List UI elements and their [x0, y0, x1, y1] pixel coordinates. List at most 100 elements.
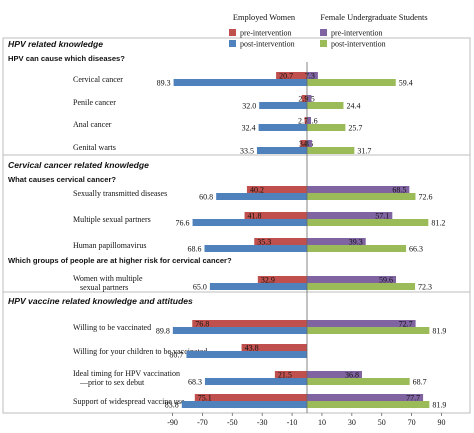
value-label-emp-post: 83.8	[165, 401, 179, 410]
item-label: Support of widespread vaccine use	[73, 397, 185, 406]
value-label-emp-post: 89.8	[156, 327, 170, 336]
value-label-stu-pre: 68.5	[392, 186, 406, 195]
value-label-stu-pre: 3.3	[299, 140, 309, 149]
value-label-emp-post: 80.7	[169, 351, 183, 360]
value-label-stu-post: 66.3	[409, 245, 423, 254]
value-label-stu-pre: 2.7	[298, 117, 308, 126]
bar-stu-post	[307, 378, 410, 385]
value-label-stu-post: 25.7	[348, 124, 362, 133]
value-label-emp-post: 65.0	[193, 283, 207, 292]
x-tick-label: 90	[437, 418, 445, 427]
bar-emp-post	[181, 401, 307, 408]
section-title-3: HPV vaccine related knowledge and attitu…	[8, 296, 193, 306]
x-tick-label: 10	[318, 418, 326, 427]
question-2-1: What causes cervical cancer?	[8, 175, 116, 184]
legend-swatch-emp-post	[229, 40, 236, 47]
value-label-stu-post: 72.3	[418, 283, 432, 292]
section-dividers	[2, 37, 471, 414]
value-label-emp-post: 68.3	[188, 378, 202, 387]
bar-stu-post	[307, 283, 416, 290]
question-1-1: HPV can cause which diseases?	[8, 54, 125, 63]
value-label-emp-pre: 40.2	[250, 186, 264, 195]
value-label-stu-post: 24.4	[346, 102, 360, 111]
bar-emp-post	[192, 219, 307, 226]
legend-swatch-stu-pre	[320, 29, 327, 36]
x-tick-label: 30	[348, 418, 356, 427]
value-label-emp-pre: 76.8	[195, 320, 209, 329]
item-label-line: sexual partners	[80, 283, 128, 292]
x-tick-label: 50	[378, 418, 386, 427]
bar-stu-pre	[307, 140, 312, 147]
plot-frame	[2, 37, 471, 414]
section-title-1: HPV related knowledge	[8, 39, 103, 49]
value-label-emp-pre: 20.7	[279, 72, 293, 81]
bar-stu-post	[307, 219, 429, 226]
item-label-line: —prior to sex debut	[79, 378, 145, 387]
bar-stu-post	[307, 124, 346, 131]
x-tick-label: -90	[167, 418, 178, 427]
bar-emp-post	[173, 79, 307, 86]
value-label-emp-pre: 43.8	[245, 344, 259, 353]
bar-stu-post	[307, 193, 416, 200]
bar-stu-post	[307, 147, 355, 154]
value-label-emp-post: 32.0	[242, 102, 256, 111]
bar-emp-post	[186, 351, 307, 358]
bar-emp-pre	[300, 140, 307, 147]
value-label-emp-pre: 75.1	[198, 394, 212, 403]
bar-stu-pre	[307, 276, 397, 283]
legend-label-emp-post: post-intervention	[240, 40, 295, 49]
x-tick-label: -50	[227, 418, 238, 427]
bar-stu-post	[307, 79, 396, 86]
bar-stu-pre	[307, 238, 366, 245]
bar-emp-post	[204, 378, 307, 385]
bar-emp-post	[258, 124, 307, 131]
bar-stu-post	[307, 102, 344, 109]
item-label-line: Ideal timing for HPV vaccination	[73, 369, 180, 378]
value-label-stu-post: 81.9	[432, 401, 446, 410]
bar-emp-pre	[194, 394, 307, 401]
chart-bars: 20.789.37.359.43.532.02.924.41.632.42.72…	[156, 72, 447, 410]
item-label: Women with multiple sexual partners	[73, 274, 143, 292]
bar-emp-pre	[192, 320, 307, 327]
chart-sections: HPV related knowledge HPV can cause which…	[8, 39, 232, 406]
legend-group-employed-women: Employed Women	[233, 13, 296, 22]
value-label-stu-pre: 7.3	[305, 72, 315, 81]
item-label: Anal cancer	[73, 120, 112, 129]
value-label-emp-pre: 32.9	[261, 276, 275, 285]
bar-stu-pre	[307, 394, 424, 401]
value-label-stu-post: 68.7	[413, 378, 427, 387]
value-label-stu-post: 59.4	[399, 79, 413, 88]
legend-group-female-students: Female Undergraduate Students	[320, 13, 427, 22]
bar-stu-pre	[307, 117, 312, 124]
item-label-line: Women with multiple	[73, 274, 143, 283]
value-label-emp-pre: 35.3	[257, 238, 271, 247]
bar-emp-post	[209, 283, 307, 290]
bar-stu-pre	[307, 212, 393, 219]
bar-stu-pre	[307, 72, 318, 79]
bar-emp-pre	[246, 186, 307, 193]
legend-label-stu-post: post-intervention	[331, 40, 386, 49]
value-label-stu-pre: 59.6	[379, 276, 393, 285]
item-label: Genital warts	[73, 143, 116, 152]
bar-emp-pre	[241, 344, 307, 351]
bar-emp-pre	[276, 72, 307, 79]
bar-emp-pre	[304, 117, 307, 124]
bar-stu-pre	[307, 186, 410, 193]
legend-swatch-stu-post	[320, 40, 327, 47]
value-label-stu-pre: 72.7	[399, 320, 413, 329]
value-label-stu-post: 81.9	[432, 327, 446, 336]
bar-emp-post	[204, 245, 307, 252]
item-label: Ideal timing for HPV vaccination —prior t…	[73, 369, 180, 387]
question-2-2: Which groups of people are at higher ris…	[8, 256, 232, 265]
x-tick-label: -70	[197, 418, 208, 427]
bar-stu-pre	[307, 95, 312, 102]
item-label: Human papillomavirus	[73, 241, 147, 250]
bar-emp-pre	[254, 238, 307, 245]
legend-label-stu-pre: pre-intervention	[331, 29, 383, 38]
bar-emp-post	[216, 193, 307, 200]
value-label-emp-pre: 21.5	[278, 371, 292, 380]
x-tick-label: -10	[287, 418, 298, 427]
item-label: Willing to be vaccinated	[73, 323, 151, 332]
value-label-stu-pre: 36.8	[345, 371, 359, 380]
